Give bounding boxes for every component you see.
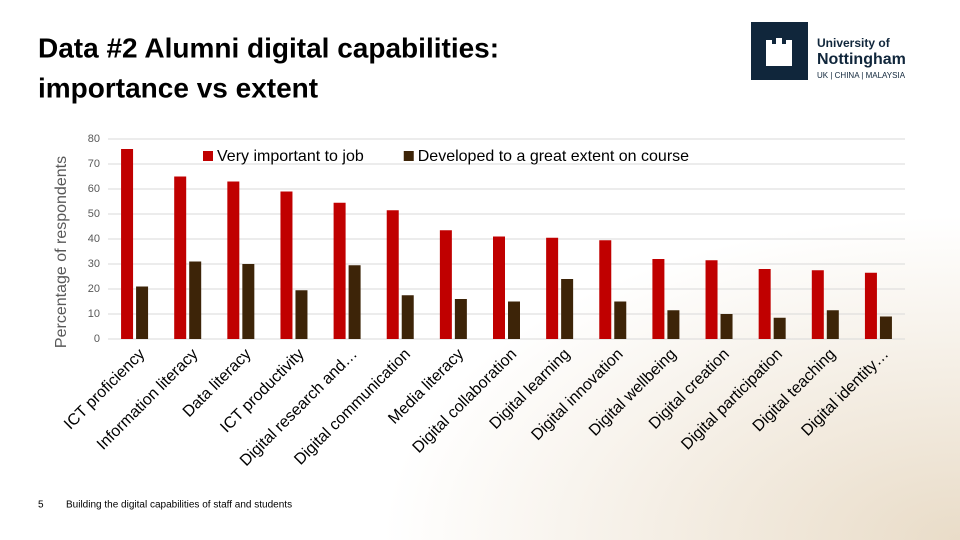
bar — [295, 290, 308, 339]
slide-title: importance vs extent — [38, 72, 318, 103]
y-tick-label: 50 — [88, 208, 100, 220]
y-tick-label: 60 — [88, 183, 100, 195]
bar — [136, 286, 149, 339]
bar — [348, 265, 361, 339]
bar — [242, 264, 255, 339]
legend-swatch — [403, 151, 414, 161]
logo-text: University of — [817, 36, 891, 50]
bar — [864, 272, 877, 339]
bar — [280, 191, 293, 339]
bar — [773, 317, 786, 339]
bar — [652, 259, 665, 339]
y-tick-label: 80 — [88, 133, 100, 145]
bar — [174, 176, 187, 339]
bar — [826, 310, 839, 339]
y-tick-label: 30 — [88, 258, 100, 270]
bar — [720, 314, 733, 339]
bar — [879, 316, 892, 339]
bar — [333, 202, 346, 339]
legend-label: Developed to a great extent on course — [418, 148, 689, 165]
y-axis-label: Percentage of respondents — [53, 156, 70, 348]
bar — [493, 236, 505, 339]
page-number: 5 — [38, 500, 44, 511]
bar — [758, 269, 771, 339]
bar — [614, 301, 627, 339]
bar — [439, 230, 452, 339]
y-tick-label: 20 — [88, 283, 100, 295]
bar — [705, 260, 718, 339]
logo-text: Nottingham — [817, 51, 906, 68]
legend-label: Very important to job — [217, 148, 364, 165]
bar — [561, 279, 574, 339]
logo-text: UK | CHINA | MALAYSIA — [817, 71, 906, 80]
y-tick-label: 0 — [94, 333, 100, 345]
bar — [454, 299, 467, 339]
bar — [227, 181, 240, 339]
y-tick-label: 70 — [88, 158, 100, 170]
bar — [599, 240, 612, 339]
slide-title: Data #2 Alumni digital capabilities: — [38, 32, 499, 63]
bar — [667, 310, 680, 339]
bar — [386, 210, 399, 339]
bar — [508, 301, 520, 339]
legend-swatch — [203, 151, 213, 161]
bar — [811, 270, 824, 339]
bar — [401, 295, 414, 339]
footer-text: Building the digital capabilities of sta… — [66, 500, 292, 511]
bar — [546, 237, 559, 339]
y-tick-label: 10 — [88, 308, 100, 320]
bar — [189, 261, 202, 339]
y-tick-label: 40 — [88, 233, 100, 245]
bar — [121, 149, 134, 339]
logo-icon — [766, 38, 792, 66]
